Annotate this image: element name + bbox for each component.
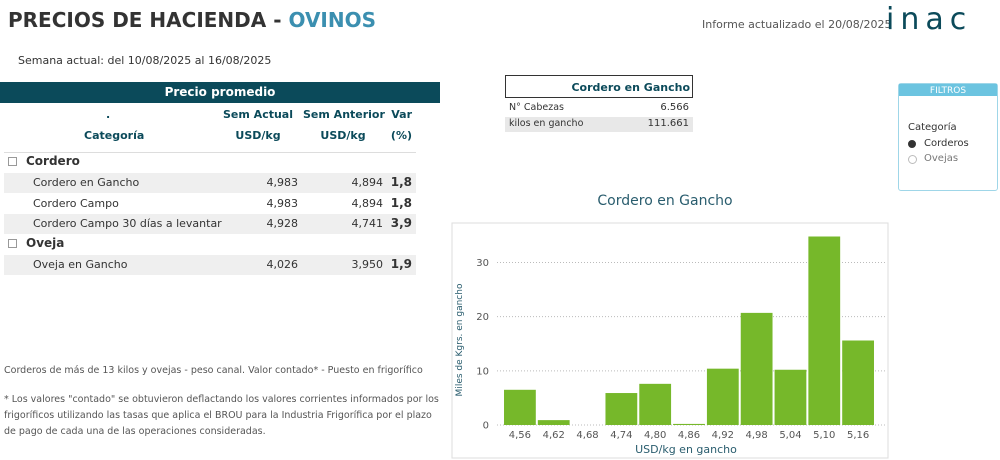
table-cell: 4,983 [266,196,299,210]
bar [605,393,638,425]
table-cell: 3,950 [351,257,384,271]
option-label: Corderos [924,138,969,149]
x-tick-label: 5,04 [779,430,801,441]
filter-option[interactable]: Corderos [908,138,993,152]
y-tick-label: 10 [476,366,489,377]
column-header: Var [391,108,412,121]
table-row: Cordero Campo 4,983 4,894 1,8 [4,193,416,214]
column-header: . [106,108,111,121]
summary-label: N° Cabezas [509,102,564,113]
group-name: Oveja [26,235,65,250]
x-axis-label: USD/kg en gancho [635,443,737,456]
chart-title: Cordero en Gancho [597,193,732,209]
divider [4,152,416,153]
week: Semana actual: del 10/08/2025 al 16/08/2… [18,54,272,67]
bar [504,389,536,425]
bar [673,423,705,425]
title: PRECIOS DE HACIENDA - [8,8,282,32]
radio [908,155,917,164]
x-tick-label: 4,56 [509,430,531,441]
table-cell: 3,9 [390,216,412,230]
bar [740,312,773,425]
y-tick-label: 30 [476,258,489,269]
summary-row: kilos en gancho 111.661 [505,117,693,132]
table-row: Oveja en Gancho 4,026 3,950 1,9 [4,254,416,275]
summary-title: Cordero en Gancho [505,75,693,98]
column-subheader: (%) [390,129,412,142]
filter-label: Categoría [908,122,957,133]
table-cell: Cordero en Gancho [33,176,140,189]
bar [774,369,807,425]
note: Corderos de más de 13 kilos y ovejas - p… [4,365,423,376]
x-tick-label: 4,92 [712,430,734,441]
note: * Los valores "contado" se obtuvieron de… [4,394,439,437]
group-name: Cordero [26,154,80,168]
option-label: Ovejas [924,153,959,164]
bar [706,368,739,425]
table-cell: Oveja en Gancho [33,257,128,271]
table-cell: 4,894 [351,196,384,210]
table-cell: 4,741 [351,217,384,230]
bar [639,383,672,425]
x-tick-label: 4,68 [576,430,598,441]
summary-value: 111.661 [647,118,689,129]
table-cell: 4,983 [266,176,299,189]
bar [537,420,570,425]
summary-label: kilos en gancho [509,118,584,129]
column-header: Sem Actual [223,108,293,121]
table-cell: 4,894 [351,176,384,189]
table-cell: 1,8 [390,175,412,189]
table-cell: 1,9 [390,256,412,271]
column-subheader: USD/kg [320,129,366,142]
filter-option[interactable]: Ovejas [908,153,993,167]
x-tick-label: 5,16 [847,430,869,441]
filter-panel: FILTROS Categoría Corderos Ovejas [898,83,998,191]
column-subheader: USD/kg [235,129,281,142]
bar [842,340,874,425]
table-cell: 4,026 [266,257,299,271]
title-highlight: OVINOS [288,8,377,32]
column-header: Sem Anterior [303,108,385,121]
table-title: Precio promedio [0,82,440,103]
chart-frame [451,222,889,459]
filter-title: FILTROS [899,84,997,96]
x-tick-label: 4,86 [678,430,700,441]
x-tick-label: 4,80 [644,430,666,441]
table-cell: Cordero Campo 30 días a levantar [33,217,222,230]
group-toggle [8,157,17,166]
y-axis-label: Miles de Kgrs. en gancho [455,283,465,396]
bar [808,236,841,425]
x-tick-label: 4,98 [746,430,768,441]
updated: Informe actualizado el 20/08/2025 [702,18,892,31]
summary-row: N° Cabezas 6.566 [505,101,693,116]
radio [908,140,916,148]
x-tick-label: 5,10 [813,430,835,441]
table-cell: Cordero Campo [33,196,119,210]
table-row: Cordero Campo 30 días a levantar 4,928 4,7… [4,214,416,234]
y-tick-label: 20 [476,312,489,323]
table-cell: 1,8 [390,195,412,210]
title-wrap: PRECIOS DE HACIENDA - OVINOS [8,8,376,32]
table-cell: 4,928 [266,217,299,230]
x-tick-label: 4,74 [610,430,632,441]
summary-value: 6.566 [660,102,689,113]
x-tick-label: 4,62 [543,430,565,441]
table-row: Cordero en Gancho 4,983 4,894 1,8 [4,173,416,193]
column-subheader: Categoría [84,129,145,142]
logo: inac [886,2,973,37]
y-tick-label: 0 [483,421,489,432]
group-toggle [8,238,17,248]
